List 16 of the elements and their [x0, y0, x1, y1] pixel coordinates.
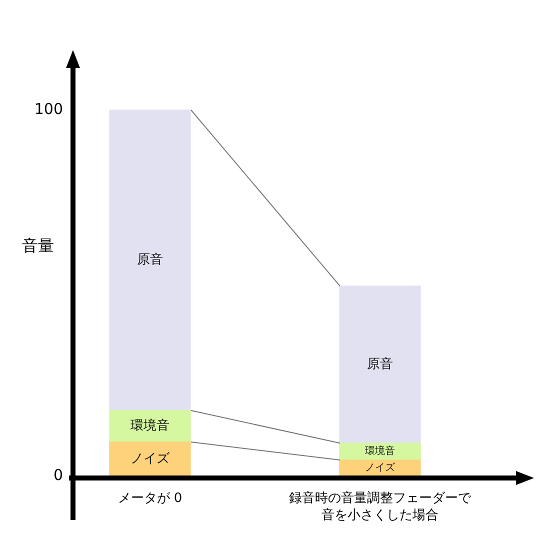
- series-label: 原音: [367, 356, 393, 372]
- y-axis-title: 音量: [22, 236, 54, 256]
- series-label: ノイズ: [365, 462, 396, 474]
- text: 環境音: [130, 418, 170, 434]
- y-tick-label: 0: [53, 466, 63, 484]
- series-label: 環境音: [365, 445, 395, 458]
- y-tick-label: 100: [34, 100, 63, 118]
- bar: [339, 286, 421, 444]
- bar: [109, 110, 191, 411]
- bar: [109, 410, 191, 442]
- bar: [109, 442, 191, 476]
- x-tick-label: 録音時の音量調整フェーダーで音を小さくした場合: [289, 490, 472, 523]
- text: 原音: [137, 252, 163, 268]
- x-tick-label: メータが 0: [118, 490, 182, 506]
- bar: [339, 460, 421, 476]
- text: ノイズ: [130, 451, 170, 466]
